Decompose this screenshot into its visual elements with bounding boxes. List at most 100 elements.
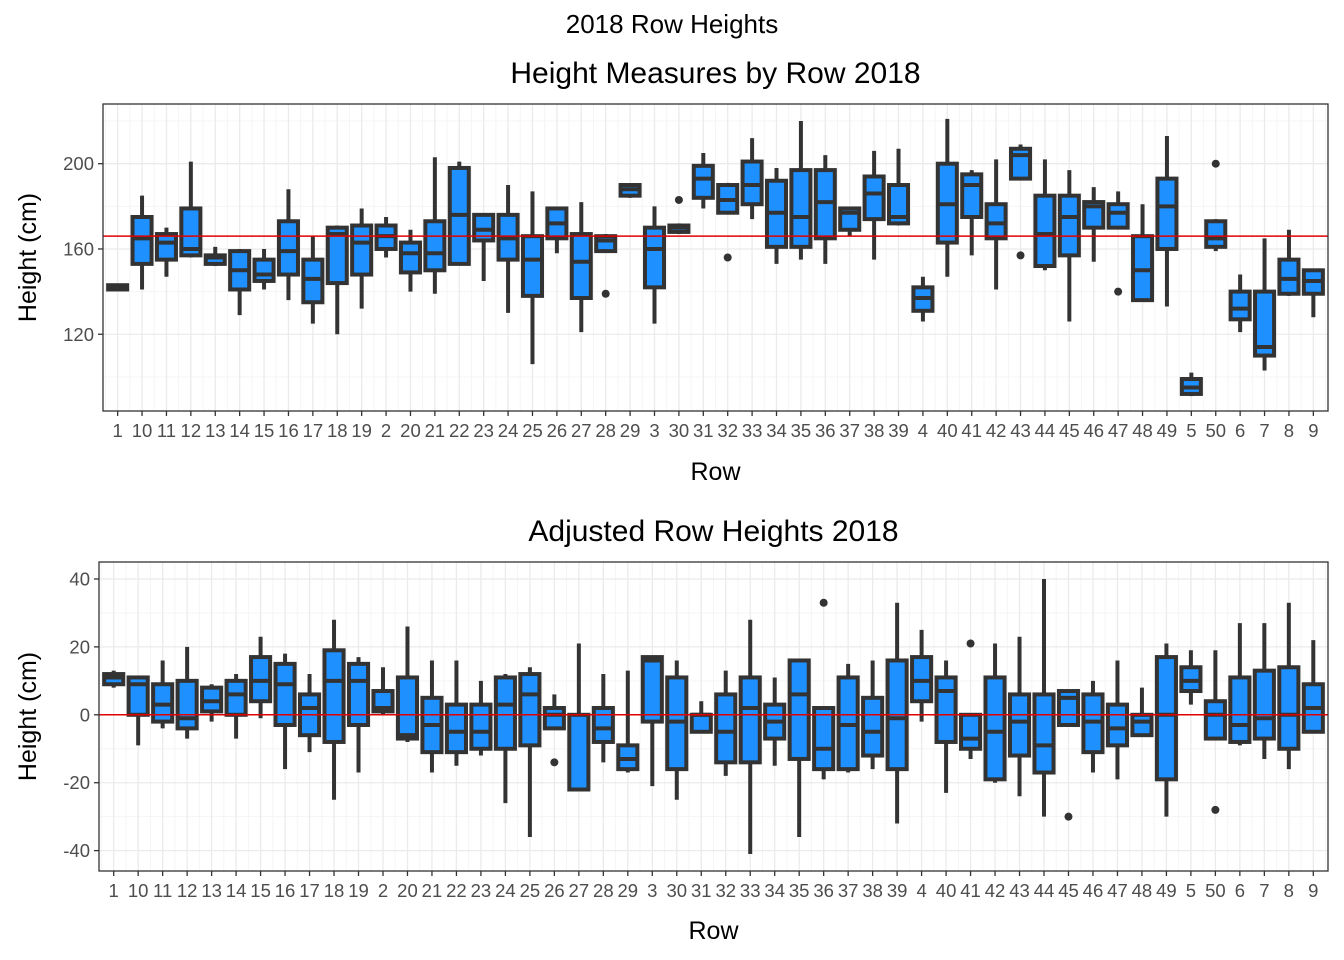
box-iqr [569, 232, 593, 301]
box-iqr [444, 702, 468, 755]
box-48 [1131, 204, 1155, 303]
box-iqr [1155, 176, 1179, 251]
x-tick-label: 21 [425, 420, 446, 441]
x-tick-label: 32 [715, 880, 736, 901]
box-6 [1228, 623, 1252, 746]
x-tick-label: 17 [303, 420, 324, 441]
y-tick-label: 120 [63, 324, 94, 345]
box-8 [1277, 229, 1301, 296]
x-tick-label: 16 [278, 420, 299, 441]
box-23 [469, 680, 493, 756]
box-15 [252, 248, 276, 290]
box-2 [371, 667, 395, 715]
box-50 [1204, 159, 1228, 252]
x-tick-label: 29 [620, 420, 641, 441]
box-43 [1009, 144, 1033, 260]
box-7 [1252, 623, 1276, 759]
x-tick-label: 30 [669, 420, 690, 441]
box-43 [1007, 636, 1032, 797]
box-iqr [423, 219, 447, 273]
box-iqr [740, 159, 764, 207]
box-iqr [346, 661, 371, 727]
box-outlier [1211, 159, 1220, 168]
box-37 [836, 663, 860, 773]
box-45 [1056, 689, 1081, 821]
x-tick-label: 38 [862, 880, 883, 901]
y-tick-label: 160 [63, 238, 94, 259]
x-tick-label: 22 [446, 880, 467, 901]
x-axis-label: Row [690, 458, 741, 486]
x-tick-label: 7 [1259, 880, 1269, 901]
box-42 [983, 643, 1007, 783]
box-7 [1253, 238, 1277, 371]
box-iqr [640, 655, 664, 724]
x-tick-label: 40 [937, 420, 958, 441]
box-iqr [934, 675, 958, 744]
box-iqr [812, 706, 836, 772]
x-tick-label: 16 [275, 880, 296, 901]
box-iqr [252, 257, 276, 283]
box-iqr [325, 225, 349, 286]
x-tick-label: 22 [449, 420, 470, 441]
box-iqr [273, 661, 297, 727]
box-iqr [689, 712, 713, 734]
x-tick-label: 2 [381, 420, 391, 441]
x-tick-label: 2 [378, 880, 388, 901]
x-tick-label: 10 [128, 880, 149, 901]
x-tick-label: 19 [348, 880, 369, 901]
x-tick-label: 46 [1083, 880, 1104, 901]
x-tick-label: 44 [1034, 880, 1055, 901]
box-21 [423, 157, 447, 294]
box-iqr [1057, 193, 1081, 258]
x-tick-label: 6 [1235, 420, 1245, 441]
y-tick-label: -20 [63, 772, 90, 793]
box-14 [228, 248, 252, 316]
box-iqr [395, 675, 420, 741]
x-tick-label: 10 [132, 420, 153, 441]
box-iqr [203, 253, 227, 266]
box-21 [420, 660, 444, 773]
box-10 [130, 195, 154, 290]
box-iqr [691, 163, 715, 200]
box-36 [812, 598, 836, 780]
box-29 [616, 670, 640, 773]
x-tick-label: 27 [569, 880, 590, 901]
box-44 [1032, 578, 1056, 817]
panel-border [102, 103, 1329, 412]
x-tick-label: 7 [1259, 420, 1269, 441]
box-30 [667, 195, 691, 235]
box-16 [273, 653, 297, 770]
x-tick-label: 1 [109, 880, 119, 901]
box-41 [959, 639, 983, 759]
box-33 [738, 619, 762, 855]
x-tick-label: 38 [864, 420, 885, 441]
box-25 [518, 667, 542, 838]
box-49 [1155, 135, 1179, 307]
box-iqr [1130, 712, 1154, 738]
x-tick-label: 6 [1235, 880, 1245, 901]
y-tick-label: 20 [69, 636, 90, 657]
x-tick-label: 12 [181, 420, 202, 441]
x-tick-label: 50 [1205, 420, 1226, 441]
x-tick-label: 41 [960, 880, 981, 901]
box-iqr [130, 214, 154, 266]
chart-title: Height Measures by Row 2018 [510, 57, 920, 90]
x-tick-label: 9 [1308, 880, 1318, 901]
box-28 [594, 234, 618, 298]
x-tick-label: 43 [1009, 880, 1030, 901]
x-tick-label: 41 [961, 420, 982, 441]
box-46 [1082, 187, 1106, 262]
y-axis-label: Height (cm) [14, 193, 42, 322]
box-iqr [591, 706, 615, 744]
x-tick-label: 31 [691, 880, 712, 901]
x-tick-label: 35 [789, 880, 810, 901]
box-45 [1057, 170, 1081, 322]
x-tick-label: 28 [593, 880, 614, 901]
box-9 [1301, 268, 1325, 318]
x-tick-label: 36 [815, 420, 836, 441]
x-tick-label: 28 [595, 420, 616, 441]
box-iqr [1253, 289, 1277, 358]
box-iqr [518, 672, 542, 748]
